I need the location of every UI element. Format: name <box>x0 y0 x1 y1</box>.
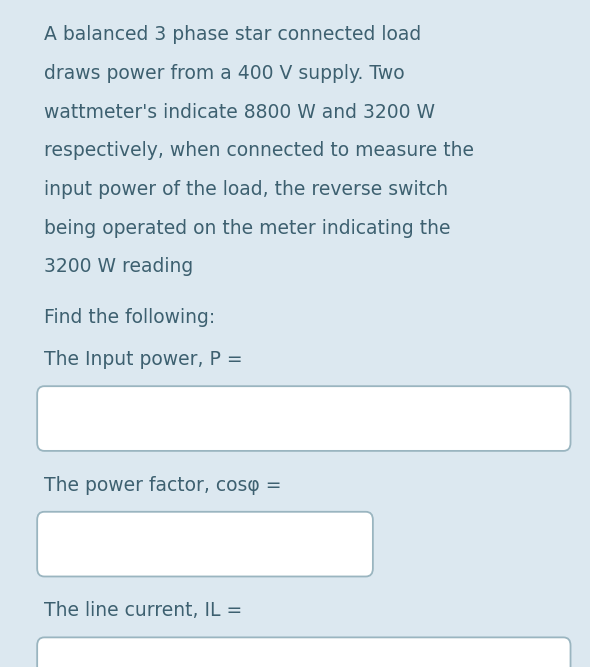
Text: A balanced 3 phase star connected load: A balanced 3 phase star connected load <box>44 25 421 44</box>
FancyBboxPatch shape <box>37 638 571 667</box>
Text: 3200 W reading: 3200 W reading <box>44 257 194 276</box>
Text: being operated on the meter indicating the: being operated on the meter indicating t… <box>44 219 451 237</box>
Text: wattmeter's indicate 8800 W and 3200 W: wattmeter's indicate 8800 W and 3200 W <box>44 103 435 121</box>
FancyBboxPatch shape <box>37 386 571 451</box>
Text: The power factor, cosφ =: The power factor, cosφ = <box>44 476 282 495</box>
Text: input power of the load, the reverse switch: input power of the load, the reverse swi… <box>44 180 448 199</box>
Text: The Input power, P =: The Input power, P = <box>44 350 243 369</box>
Text: The line current, IL =: The line current, IL = <box>44 602 242 620</box>
Text: respectively, when connected to measure the: respectively, when connected to measure … <box>44 141 474 160</box>
FancyBboxPatch shape <box>37 512 373 576</box>
Text: draws power from a 400 V supply. Two: draws power from a 400 V supply. Two <box>44 64 405 83</box>
Text: Find the following:: Find the following: <box>44 308 215 327</box>
